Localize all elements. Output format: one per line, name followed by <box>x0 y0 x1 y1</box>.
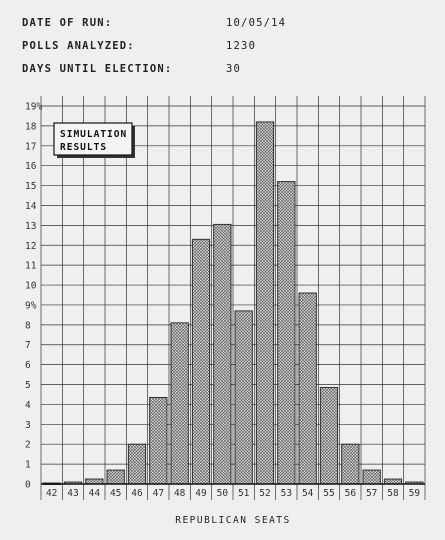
bar-52 <box>255 121 275 485</box>
y-tick-label: 6 <box>25 360 31 371</box>
x-tick-label: 55 <box>323 488 334 499</box>
date-of-run-label: DATE OF RUN: <box>22 17 113 29</box>
bar-56 <box>341 443 360 485</box>
legend-line-2: RESULTS <box>60 142 107 153</box>
x-tick-label: 53 <box>281 488 292 499</box>
x-tick-label: 45 <box>110 488 121 499</box>
x-tick-label: 47 <box>153 488 164 499</box>
legend: SIMULATION RESULTS <box>53 122 135 158</box>
y-tick-label: 5 <box>25 380 31 391</box>
y-tick-label: 8 <box>25 320 31 331</box>
bar-48 <box>170 322 189 485</box>
bar-44 <box>85 478 104 485</box>
y-tick-label: 16 <box>25 161 37 172</box>
y-tick-label: 7 <box>25 340 31 351</box>
bar-46 <box>127 443 147 485</box>
y-tick-label: 1 <box>25 460 31 471</box>
y-tick-label: 9% <box>25 300 37 311</box>
bar-45 <box>106 469 125 485</box>
y-tick-label: 12 <box>25 241 36 252</box>
bar-50 <box>213 223 232 485</box>
date-of-run-value: 10/05/14 <box>226 17 287 29</box>
polls-analyzed-value: 1230 <box>226 40 257 52</box>
bar-55 <box>319 387 339 485</box>
x-tick-label: 49 <box>195 488 207 499</box>
x-tick-label: 42 <box>46 488 57 499</box>
bars <box>42 121 424 485</box>
bar-53 <box>277 181 296 485</box>
x-tick-label: 46 <box>131 488 143 499</box>
y-tick-label: 10 <box>25 281 37 292</box>
y-tick-label: 18 <box>25 121 37 132</box>
grid <box>40 96 426 500</box>
y-tick-label: 19% <box>25 102 42 113</box>
x-tick-label: 43 <box>67 488 78 499</box>
y-tick-label: 13 <box>25 221 36 232</box>
y-tick-label: 11 <box>25 261 37 272</box>
y-tick-label: 2 <box>25 440 31 451</box>
legend-line-1: SIMULATION <box>60 129 127 140</box>
bar-47 <box>149 397 168 485</box>
bar-54 <box>298 292 317 485</box>
y-tick-label: 4 <box>25 400 31 411</box>
x-tick-label: 52 <box>259 488 270 499</box>
x-tick-label: 57 <box>366 488 377 499</box>
bar-49 <box>191 238 211 485</box>
bar-58 <box>383 478 403 485</box>
y-tick-label: 14 <box>25 201 37 212</box>
days-until-election-label: DAYS UNTIL ELECTION: <box>22 63 173 75</box>
bar-57 <box>362 469 381 485</box>
x-tick-label: 58 <box>387 488 399 499</box>
x-tick-label: 56 <box>345 488 357 499</box>
y-tick-label: 0 <box>25 480 31 491</box>
legend-box <box>53 122 133 156</box>
x-tick-label: 48 <box>174 488 186 499</box>
polls-analyzed-label: POLLS ANALYZED: <box>22 40 135 52</box>
x-tick-label: 59 <box>409 488 421 499</box>
days-until-election-value: 30 <box>226 63 242 75</box>
x-tick-label: 50 <box>217 488 229 499</box>
x-tick-label: 44 <box>89 488 101 499</box>
x-axis-label: REPUBLICAN SEATS <box>175 515 291 526</box>
y-tick-label: 17 <box>25 141 36 152</box>
x-tick-label: 54 <box>302 488 314 499</box>
bar-51 <box>234 310 253 485</box>
y-tick-label: 15 <box>25 181 36 192</box>
x-tick-label: 51 <box>238 488 250 499</box>
y-tick-label: 3 <box>25 420 31 431</box>
